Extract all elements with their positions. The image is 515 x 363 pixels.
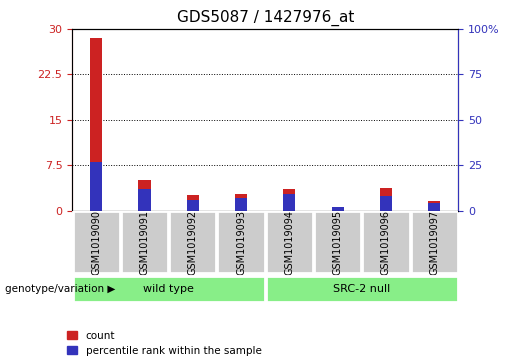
Bar bbox=[283, 194, 296, 211]
Bar bbox=[332, 207, 344, 211]
Bar bbox=[266, 211, 313, 273]
Text: GSM1019095: GSM1019095 bbox=[333, 210, 342, 275]
Title: GDS5087 / 1427976_at: GDS5087 / 1427976_at bbox=[177, 10, 354, 26]
Bar bbox=[410, 211, 458, 273]
Bar bbox=[139, 180, 150, 211]
Text: GSM1019092: GSM1019092 bbox=[188, 210, 198, 275]
Text: SRC-2 null: SRC-2 null bbox=[333, 284, 390, 294]
Bar bbox=[73, 276, 265, 302]
Bar bbox=[73, 211, 120, 273]
Text: GSM1019090: GSM1019090 bbox=[91, 210, 101, 275]
Bar bbox=[217, 211, 265, 273]
Bar bbox=[139, 189, 150, 211]
Text: genotype/variation ▶: genotype/variation ▶ bbox=[5, 284, 115, 294]
Text: GSM1019097: GSM1019097 bbox=[429, 210, 439, 275]
Bar bbox=[362, 211, 409, 273]
Text: wild type: wild type bbox=[143, 284, 194, 294]
Bar bbox=[314, 211, 362, 273]
Legend: count, percentile rank within the sample: count, percentile rank within the sample bbox=[67, 331, 262, 356]
Text: GSM1019096: GSM1019096 bbox=[381, 210, 391, 275]
Bar bbox=[235, 198, 247, 211]
Bar bbox=[235, 193, 247, 211]
Bar bbox=[380, 188, 392, 211]
Bar bbox=[187, 200, 199, 211]
Bar bbox=[332, 207, 344, 211]
Bar bbox=[428, 201, 440, 211]
Bar bbox=[380, 196, 392, 211]
Bar bbox=[266, 276, 458, 302]
Bar bbox=[121, 211, 168, 273]
Bar bbox=[90, 38, 102, 211]
Text: GSM1019094: GSM1019094 bbox=[284, 210, 295, 275]
Bar bbox=[428, 203, 440, 211]
Text: GSM1019091: GSM1019091 bbox=[140, 210, 149, 275]
Text: GSM1019093: GSM1019093 bbox=[236, 210, 246, 275]
Bar bbox=[169, 211, 216, 273]
Bar bbox=[187, 195, 199, 211]
Bar bbox=[90, 162, 102, 211]
Bar bbox=[283, 189, 296, 211]
